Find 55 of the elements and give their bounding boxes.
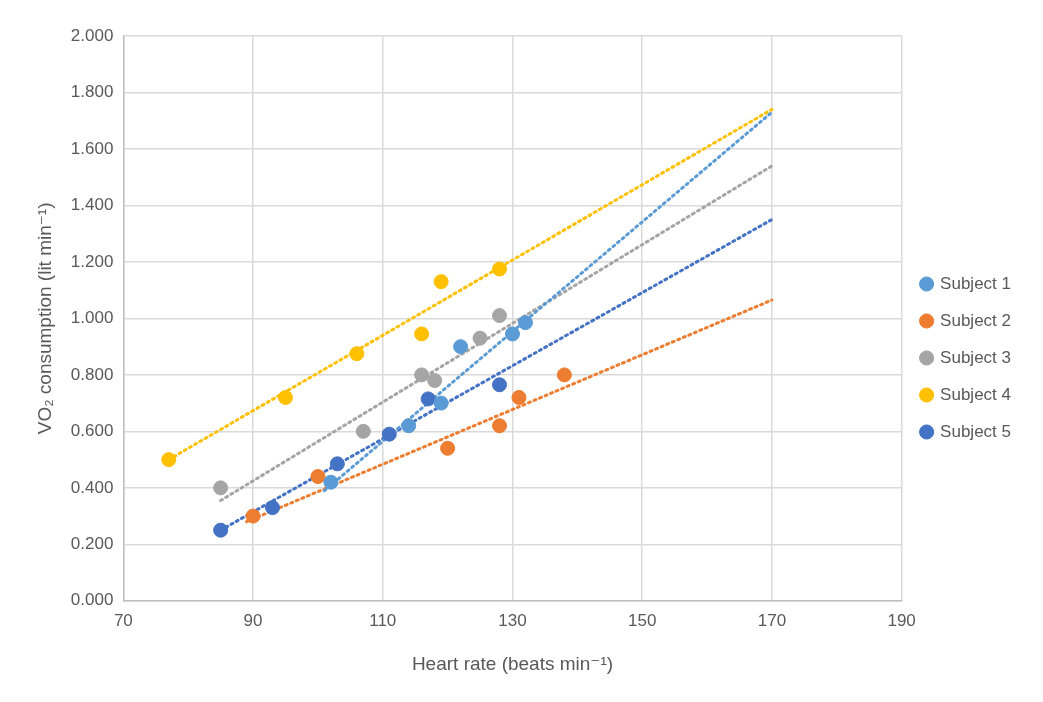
legend-label: Subject 3 bbox=[940, 347, 1012, 367]
point bbox=[427, 373, 443, 389]
point bbox=[329, 456, 345, 472]
x-tick-label: 150 bbox=[628, 610, 657, 630]
point bbox=[310, 469, 326, 485]
point bbox=[213, 480, 229, 496]
y-tick-label: 1.200 bbox=[70, 251, 114, 271]
x-tick-label: 190 bbox=[887, 610, 916, 630]
point bbox=[381, 426, 397, 442]
y-tick-label: 1.600 bbox=[70, 138, 114, 158]
point bbox=[401, 418, 417, 434]
point bbox=[511, 389, 527, 405]
y-tick-label: 0.800 bbox=[70, 364, 114, 384]
point bbox=[440, 440, 456, 456]
point bbox=[245, 508, 261, 524]
point bbox=[492, 377, 508, 393]
point bbox=[420, 391, 436, 407]
point bbox=[492, 261, 508, 277]
x-tick-label: 170 bbox=[757, 610, 787, 630]
point bbox=[414, 326, 430, 342]
point bbox=[265, 500, 281, 516]
point bbox=[504, 326, 520, 342]
y-tick-label: 0.000 bbox=[70, 590, 114, 610]
legend-label: Subject 4 bbox=[940, 384, 1012, 404]
y-axis-title: VO₂ consumption (lit min⁻¹) bbox=[33, 202, 55, 435]
legend-label: Subject 2 bbox=[940, 310, 1012, 330]
y-tick-label: 0.200 bbox=[70, 534, 114, 554]
point bbox=[213, 522, 229, 538]
point bbox=[433, 274, 449, 290]
x-tick-label: 70 bbox=[113, 610, 133, 630]
y-tick-label: 0.400 bbox=[70, 477, 114, 497]
point bbox=[323, 474, 339, 490]
y-tick-label: 2.000 bbox=[70, 25, 114, 45]
point bbox=[472, 330, 488, 346]
y-tick-label: 1.800 bbox=[70, 82, 114, 102]
x-axis-title: Heart rate (beats min⁻¹) bbox=[411, 652, 614, 674]
point bbox=[453, 339, 469, 355]
x-tick-label: 90 bbox=[243, 610, 263, 630]
point bbox=[492, 308, 508, 324]
point bbox=[433, 395, 449, 411]
y-tick-label: 0.600 bbox=[70, 421, 114, 441]
x-tick-label: 110 bbox=[369, 610, 397, 630]
point bbox=[355, 423, 371, 439]
legend-label: Subject 5 bbox=[940, 421, 1012, 441]
point bbox=[161, 452, 177, 468]
x-tick-label: 130 bbox=[498, 610, 527, 630]
point bbox=[517, 315, 533, 331]
point bbox=[349, 346, 365, 362]
y-tick-label: 1.000 bbox=[70, 308, 114, 328]
point bbox=[556, 367, 572, 383]
point bbox=[277, 389, 293, 405]
point bbox=[492, 418, 508, 434]
y-tick-label: 1.400 bbox=[70, 195, 114, 215]
legend-label: Subject 1 bbox=[940, 273, 1012, 293]
point bbox=[414, 367, 430, 383]
